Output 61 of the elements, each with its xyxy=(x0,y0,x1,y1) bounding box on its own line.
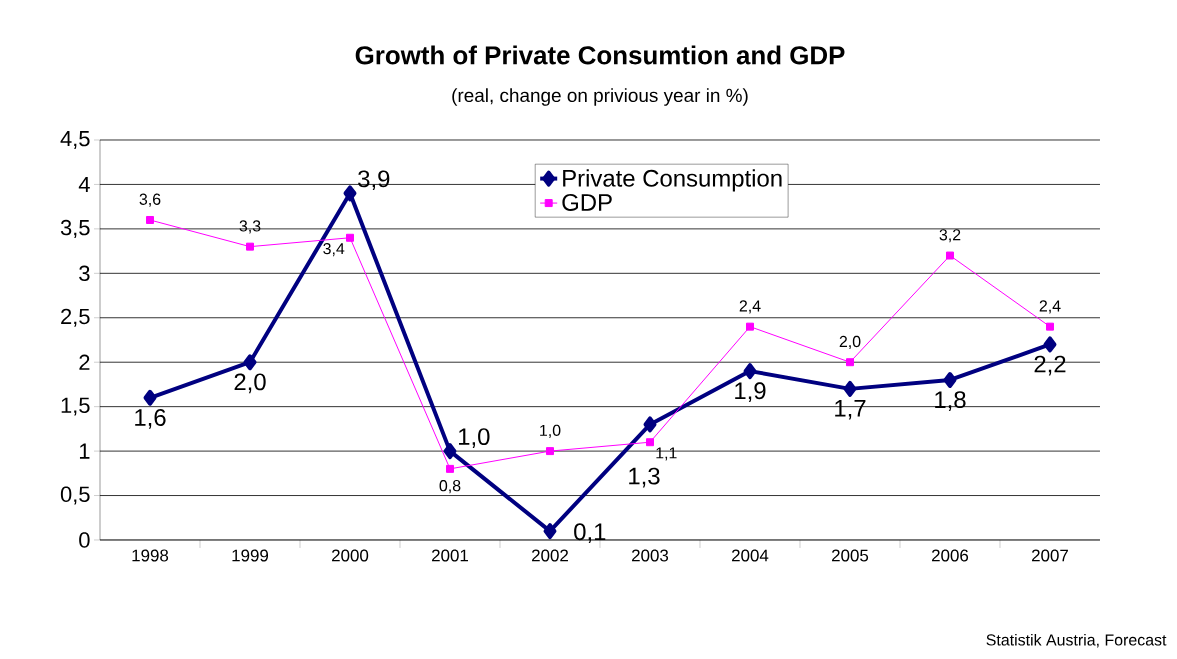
point xyxy=(243,354,257,371)
point xyxy=(746,322,754,331)
text: Statistik Austria, Forecast xyxy=(986,633,1167,648)
legend-label: GDP xyxy=(562,193,612,211)
data-label: 3,3 xyxy=(239,220,261,234)
x-tick-label: 2005 xyxy=(832,549,869,562)
point xyxy=(546,447,554,456)
point xyxy=(846,358,854,367)
point xyxy=(643,416,657,433)
x-tick-label: 2007 xyxy=(1032,549,1068,562)
data-label: 1,0 xyxy=(459,428,490,448)
data-label: 1,3 xyxy=(629,467,660,488)
y-tick-label: 3 xyxy=(79,265,90,282)
data-label: 0,8 xyxy=(439,480,461,494)
x-tick-label: 2006 xyxy=(932,549,969,562)
data-label: 1,1 xyxy=(656,447,677,461)
data-label: 3,4 xyxy=(323,242,345,257)
point xyxy=(743,363,757,380)
point xyxy=(443,443,457,460)
data-label: 3,2 xyxy=(939,229,961,243)
point xyxy=(143,389,157,406)
data-label: 2,4 xyxy=(739,300,761,314)
y-tick-label: 2,5 xyxy=(61,308,90,327)
y-tick-label: 2 xyxy=(79,354,90,370)
point xyxy=(843,380,857,397)
point xyxy=(946,251,954,260)
data-label: 1,0 xyxy=(540,424,561,438)
y-tick-label: 4,5 xyxy=(60,131,90,149)
x-tick-label: 2002 xyxy=(532,549,568,562)
x-tick-label: 2004 xyxy=(732,549,769,562)
y-tick-label: 0 xyxy=(79,532,90,548)
x-tick-label: 1999 xyxy=(232,549,269,562)
point xyxy=(246,242,254,251)
data-label: 0,1 xyxy=(574,523,606,543)
chart-title: Growth of Private Consumtion and GDP xyxy=(355,45,845,65)
point xyxy=(1043,336,1057,353)
y-tick-label: 0,5 xyxy=(60,486,90,505)
x-tick-label: 2003 xyxy=(632,549,669,562)
y-tick-label: 4 xyxy=(78,176,90,192)
x-tick-label: 2000 xyxy=(332,549,369,562)
data-label: 2,4 xyxy=(1039,300,1061,314)
x-tick-label: 1998 xyxy=(132,549,169,562)
data-label: 2,0 xyxy=(234,373,266,394)
legend-label: Private Consumption xyxy=(563,169,782,192)
point xyxy=(346,233,354,242)
point xyxy=(543,523,557,540)
data-label: 1,9 xyxy=(735,382,766,403)
data-label: 2,0 xyxy=(839,335,861,349)
chart-subtitle: (real, change on privious year in %) xyxy=(452,88,748,106)
data-label: 3,6 xyxy=(139,193,161,207)
point xyxy=(146,216,154,224)
y-tick-label: 1,5 xyxy=(61,397,90,416)
data-label: 1,6 xyxy=(135,408,166,429)
point xyxy=(1046,322,1054,331)
y-tick-label: 1 xyxy=(79,443,90,459)
point xyxy=(446,464,454,473)
x-tick-label: 2001 xyxy=(432,549,469,562)
point xyxy=(343,185,357,202)
y-tick-label: 3,5 xyxy=(60,219,90,238)
point xyxy=(943,372,957,388)
point xyxy=(646,438,654,447)
